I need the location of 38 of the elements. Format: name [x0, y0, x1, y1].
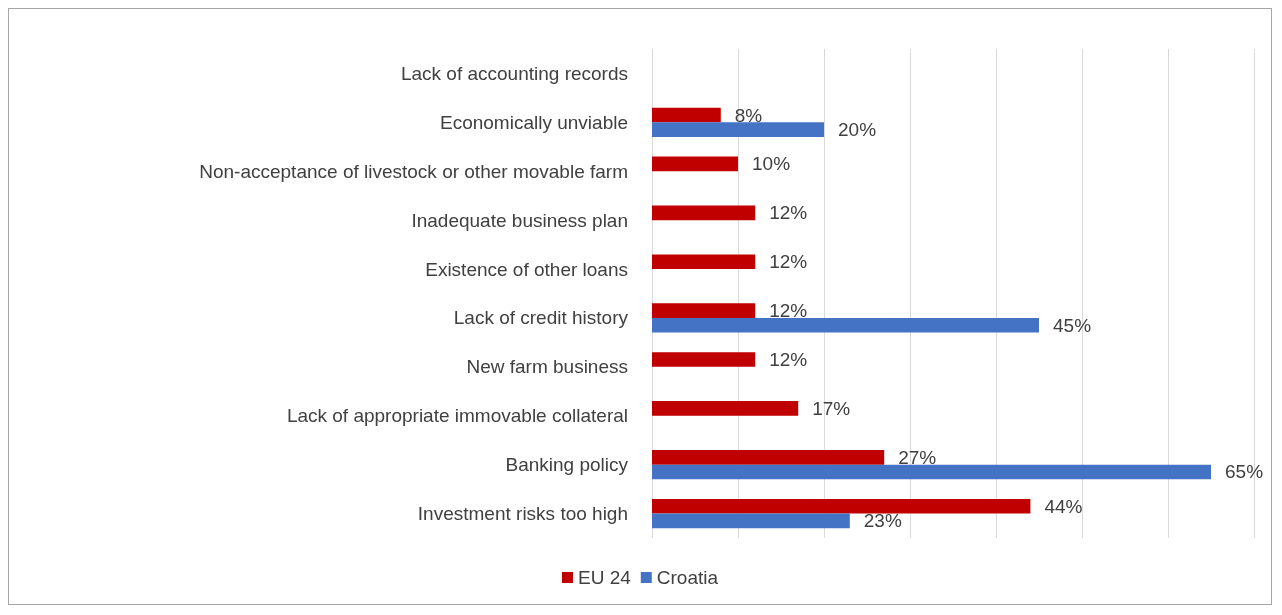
- bar: [652, 449, 885, 465]
- bar: [652, 352, 756, 367]
- bar: [652, 401, 799, 416]
- y-tick-label: Economically unviable: [440, 111, 628, 133]
- data-label: 27%: [898, 446, 937, 468]
- bar: [652, 107, 721, 123]
- data-label: 45%: [1053, 314, 1092, 336]
- data-label: 17%: [812, 397, 851, 419]
- data-label: 12%: [769, 202, 808, 224]
- bar: [652, 464, 1211, 480]
- bar: [652, 122, 824, 138]
- legend-label: Croatia: [656, 567, 719, 588]
- y-tick-label: Non-acceptance of livestock or other movable farm: [199, 160, 628, 182]
- bar: [652, 513, 850, 529]
- y-tick-label: New farm business: [466, 356, 628, 378]
- y-tick-label: Banking policy: [505, 454, 629, 476]
- legend-label: EU 24: [577, 567, 632, 588]
- y-tick-label: Lack of accounting records: [400, 62, 628, 84]
- y-tick-label: Lack of appropriate immovable collateral: [286, 405, 628, 427]
- y-tick-label: Investment risks too high: [417, 503, 628, 525]
- y-tick-label: Lack of credit history: [453, 307, 629, 329]
- data-label: 10%: [752, 153, 791, 175]
- data-label: 12%: [769, 349, 808, 371]
- data-label: 8%: [734, 104, 763, 126]
- data-label: 12%: [769, 251, 808, 273]
- data-label: 12%: [769, 300, 808, 322]
- bar: [652, 303, 756, 318]
- y-tick-label: Inadequate business plan: [411, 209, 628, 231]
- data-label: 65%: [1225, 461, 1264, 483]
- y-tick-label: Existence of other loans: [425, 258, 628, 280]
- bar: [652, 156, 738, 172]
- data-label: 23%: [863, 510, 902, 532]
- data-label: 44%: [1044, 495, 1083, 517]
- data-label: 20%: [838, 119, 877, 141]
- bar: [652, 205, 756, 221]
- bar: [652, 254, 756, 270]
- bar: [652, 317, 1039, 333]
- bar: [652, 498, 1031, 514]
